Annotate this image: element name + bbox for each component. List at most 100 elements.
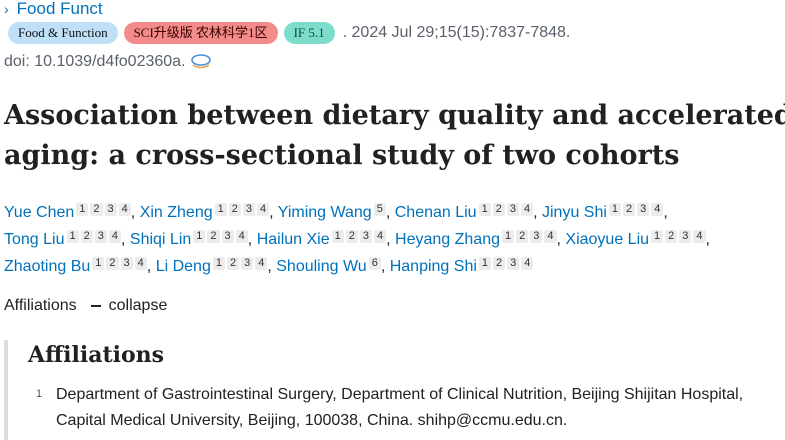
- affiliation-ref-link[interactable]: 2: [665, 230, 678, 243]
- author-separator: ,: [130, 204, 136, 221]
- affiliation-ref-link[interactable]: 5: [373, 203, 386, 216]
- author-item: Chenan Liu 1 2 3 4,: [394, 203, 538, 221]
- affiliation-ref-link[interactable]: 2: [516, 230, 529, 243]
- affiliations-toggle-label: Affiliations: [4, 297, 77, 314]
- affiliation-ref-link[interactable]: 1: [76, 203, 89, 216]
- affiliation-ref-link[interactable]: 4: [108, 230, 121, 243]
- author-name-link[interactable]: Jinyu Shi: [541, 204, 607, 221]
- author-separator: ,: [533, 204, 538, 221]
- affiliation-ref-link[interactable]: 3: [530, 230, 543, 243]
- doi-text[interactable]: doi: 10.1039/d4fo02360a.: [4, 53, 186, 70]
- author-separator: ,: [269, 204, 274, 221]
- affiliation-ref-link[interactable]: 3: [507, 257, 520, 270]
- affiliation-ref-link[interactable]: 4: [693, 230, 706, 243]
- author-name-link[interactable]: Xiaoyue Liu: [565, 231, 650, 248]
- affiliation-ref-link[interactable]: 4: [520, 203, 534, 216]
- author-name-link[interactable]: Xin Zheng: [139, 204, 213, 221]
- affiliation-ref-link[interactable]: 1: [331, 230, 344, 243]
- affiliation-ref-link[interactable]: 4: [544, 230, 557, 243]
- affiliation-ref-link[interactable]: 3: [637, 203, 650, 216]
- affiliation-ref-link[interactable]: 3: [506, 203, 519, 216]
- article-title: Association between dietary quality and …: [4, 100, 785, 171]
- affiliation-ref-link[interactable]: 1: [193, 230, 206, 243]
- affiliation-ref-link[interactable]: 2: [623, 203, 636, 216]
- author-item: Li Deng 1 2 3 4,: [155, 257, 272, 275]
- impact-factor-badge[interactable]: IF 5.1: [283, 22, 335, 44]
- affiliation-ref-link[interactable]: 1: [502, 230, 515, 243]
- journal-badge[interactable]: Food & Function: [8, 22, 118, 44]
- affiliation-ref-link[interactable]: 3: [359, 230, 372, 243]
- affiliation-ref-link[interactable]: 3: [679, 230, 692, 243]
- affiliation-ref-link[interactable]: 3: [104, 203, 117, 216]
- affiliation-ref-link[interactable]: 2: [80, 230, 93, 243]
- author-item: Xin Zheng 1 2 3 4,: [139, 203, 274, 221]
- author-item: Tong Liu 1 2 3 4,: [4, 230, 126, 248]
- author-name-link[interactable]: Yiming Wang: [277, 204, 372, 221]
- author-name-link[interactable]: Tong Liu: [4, 231, 65, 248]
- author-item: Jinyu Shi 1 2 3 4,: [541, 203, 668, 221]
- author-name-link[interactable]: Chenan Liu: [394, 204, 477, 221]
- affiliations-panel: Affiliations 1 Department of Gastrointes…: [4, 340, 785, 440]
- affiliation-ref-link[interactable]: 3: [94, 230, 107, 243]
- author-name-link[interactable]: Li Deng: [155, 258, 211, 275]
- author-name-link[interactable]: Shouling Wu: [276, 258, 367, 275]
- affiliation-ref-link[interactable]: 2: [106, 257, 119, 270]
- affiliation-ref-link[interactable]: 1: [478, 257, 492, 270]
- author-item: Hanping Shi 1 2 3 4: [389, 257, 534, 275]
- author-item: Shouling Wu 6,: [276, 257, 385, 275]
- author-separator: ,: [663, 204, 668, 221]
- affiliation-ref-link[interactable]: 4: [255, 257, 268, 270]
- affiliation-ref-link[interactable]: 4: [118, 203, 131, 216]
- affiliation-ref-link[interactable]: 4: [521, 257, 534, 270]
- affiliation-ref-link[interactable]: 2: [228, 203, 241, 216]
- affiliations-toggle-action: collapse: [108, 297, 168, 314]
- affiliation-ref-link[interactable]: 2: [492, 203, 505, 216]
- author-name-link[interactable]: Zhaoting Bu: [4, 258, 91, 275]
- author-name-link[interactable]: Hanping Shi: [389, 258, 477, 275]
- affiliation-ref-link[interactable]: 1: [651, 230, 664, 243]
- affiliation-ref-link[interactable]: 3: [221, 230, 234, 243]
- affiliation-ref-link[interactable]: 1: [608, 203, 622, 216]
- affiliation-ref-link[interactable]: 3: [241, 257, 254, 270]
- affiliation-ref-link[interactable]: 2: [207, 230, 220, 243]
- author-name-link[interactable]: Yue Chen: [4, 204, 75, 221]
- affiliation-ref-link[interactable]: 4: [651, 203, 664, 216]
- author-item: Zhaoting Bu 1 2 3 4,: [4, 257, 151, 275]
- affiliation-ref-link[interactable]: 2: [345, 230, 358, 243]
- affiliation-ref-link[interactable]: 6: [368, 257, 381, 270]
- author-separator: ,: [705, 231, 710, 248]
- author-name-link[interactable]: Hailun Xie: [256, 231, 330, 248]
- journal-meta-row: Food & Function SCI升级版 农林科学1区 IF 5.1 . 2…: [8, 22, 570, 44]
- affiliation-ref-link[interactable]: 4: [134, 257, 147, 270]
- affiliation-ref-link[interactable]: 1: [478, 203, 491, 216]
- doi-line: doi: 10.1039/d4fo02360a.: [4, 53, 211, 71]
- affiliation-text: Department of Gastrointestinal Surgery, …: [56, 386, 744, 429]
- affiliation-ref-link[interactable]: 1: [92, 257, 105, 270]
- author-separator: ,: [121, 231, 126, 248]
- author-separator: ,: [556, 231, 561, 248]
- author-item: Shiqi Lin 1 2 3 4,: [129, 230, 252, 248]
- journal-link[interactable]: › Food Funct: [4, 0, 103, 18]
- affiliations-toggle[interactable]: Affiliations collapse: [4, 297, 167, 315]
- affiliation-ref-link[interactable]: 1: [66, 230, 79, 243]
- affiliations-heading: Affiliations: [28, 342, 165, 368]
- author-separator: ,: [267, 258, 272, 275]
- affiliation-ref-link[interactable]: 2: [226, 257, 240, 270]
- affiliation-ref-link[interactable]: 2: [493, 257, 506, 270]
- chevron-right-icon: ›: [4, 1, 9, 17]
- ranking-badge[interactable]: SCI升级版 农林科学1区: [123, 22, 278, 44]
- author-name-link[interactable]: Heyang Zhang: [395, 231, 500, 248]
- affiliation-ref-link[interactable]: 3: [120, 257, 133, 270]
- author-name-link[interactable]: Shiqi Lin: [129, 231, 192, 248]
- affiliation-ref-link[interactable]: 4: [235, 230, 248, 243]
- affiliation-ref-link[interactable]: 1: [214, 203, 227, 216]
- author-item: Xiaoyue Liu 1 2 3 4,: [565, 230, 710, 248]
- affiliation-ref-link[interactable]: 1: [212, 257, 225, 270]
- affiliation-ref-link[interactable]: 2: [90, 203, 103, 216]
- affiliation-ref-link[interactable]: 3: [242, 203, 255, 216]
- citation-text: . 2024 Jul 29;15(15):7837-7848.: [342, 24, 571, 41]
- external-link-icon[interactable]: [190, 54, 211, 70]
- affiliation-ref-link[interactable]: 4: [257, 203, 270, 216]
- affiliation-ref-link[interactable]: 4: [374, 230, 387, 243]
- author-item: Hailun Xie 1 2 3 4,: [256, 230, 391, 248]
